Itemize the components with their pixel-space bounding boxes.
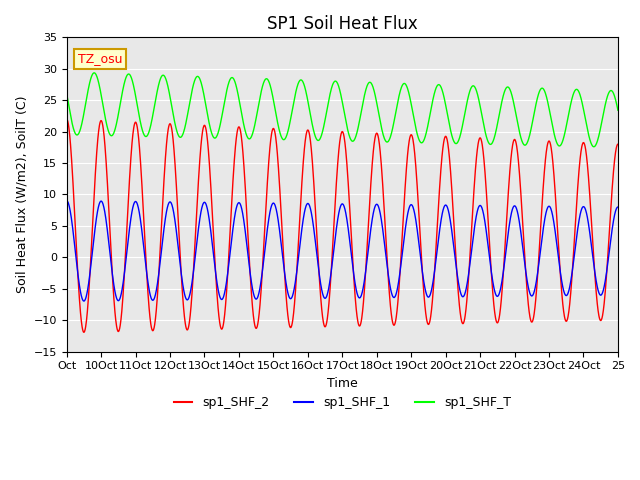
sp1_SHF_T [317, 135, 324, 141]
Line: sp1_SHF_2: sp1_SHF_2 [67, 119, 618, 332]
sp1_SHF_1 [80, 298, 88, 304]
Line: sp1_SHF_T: sp1_SHF_T [67, 73, 618, 147]
Y-axis label: Soil Heat Flux (W/m2), SoilT (C): Soil Heat Flux (W/m2), SoilT (C) [15, 96, 28, 293]
Line: sp1_SHF_1: sp1_SHF_1 [67, 201, 618, 301]
sp1_SHF_T [590, 144, 598, 150]
Legend: sp1_SHF_2, sp1_SHF_1, sp1_SHF_T: sp1_SHF_2, sp1_SHF_1, sp1_SHF_T [168, 391, 516, 414]
sp1_SHF_T [331, 78, 339, 84]
sp1_SHF_T [90, 70, 98, 76]
sp1_SHF_1 [598, 291, 606, 297]
sp1_SHF_2 [497, 300, 505, 306]
sp1_SHF_2 [317, 290, 324, 296]
sp1_SHF_T [497, 103, 505, 108]
sp1_SHF_2 [80, 329, 88, 335]
Text: TZ_osu: TZ_osu [77, 52, 122, 65]
sp1_SHF_T [63, 91, 70, 96]
sp1_SHF_1 [63, 198, 70, 204]
sp1_SHF_1 [317, 279, 324, 285]
sp1_SHF_1 [598, 290, 606, 296]
sp1_SHF_T [598, 115, 606, 121]
sp1_SHF_2 [598, 315, 606, 321]
sp1_SHF_2 [92, 176, 99, 181]
sp1_SHF_2 [63, 116, 70, 122]
sp1_SHF_T [598, 117, 606, 122]
sp1_SHF_1 [614, 204, 622, 210]
sp1_SHF_1 [497, 284, 505, 289]
sp1_SHF_2 [614, 141, 622, 147]
Title: SP1 Soil Heat Flux: SP1 Soil Heat Flux [267, 15, 418, 33]
sp1_SHF_1 [92, 226, 99, 231]
sp1_SHF_T [614, 108, 622, 113]
sp1_SHF_2 [331, 203, 339, 209]
sp1_SHF_T [92, 71, 99, 76]
X-axis label: Time: Time [327, 377, 358, 390]
sp1_SHF_2 [598, 314, 606, 320]
sp1_SHF_1 [331, 237, 339, 243]
